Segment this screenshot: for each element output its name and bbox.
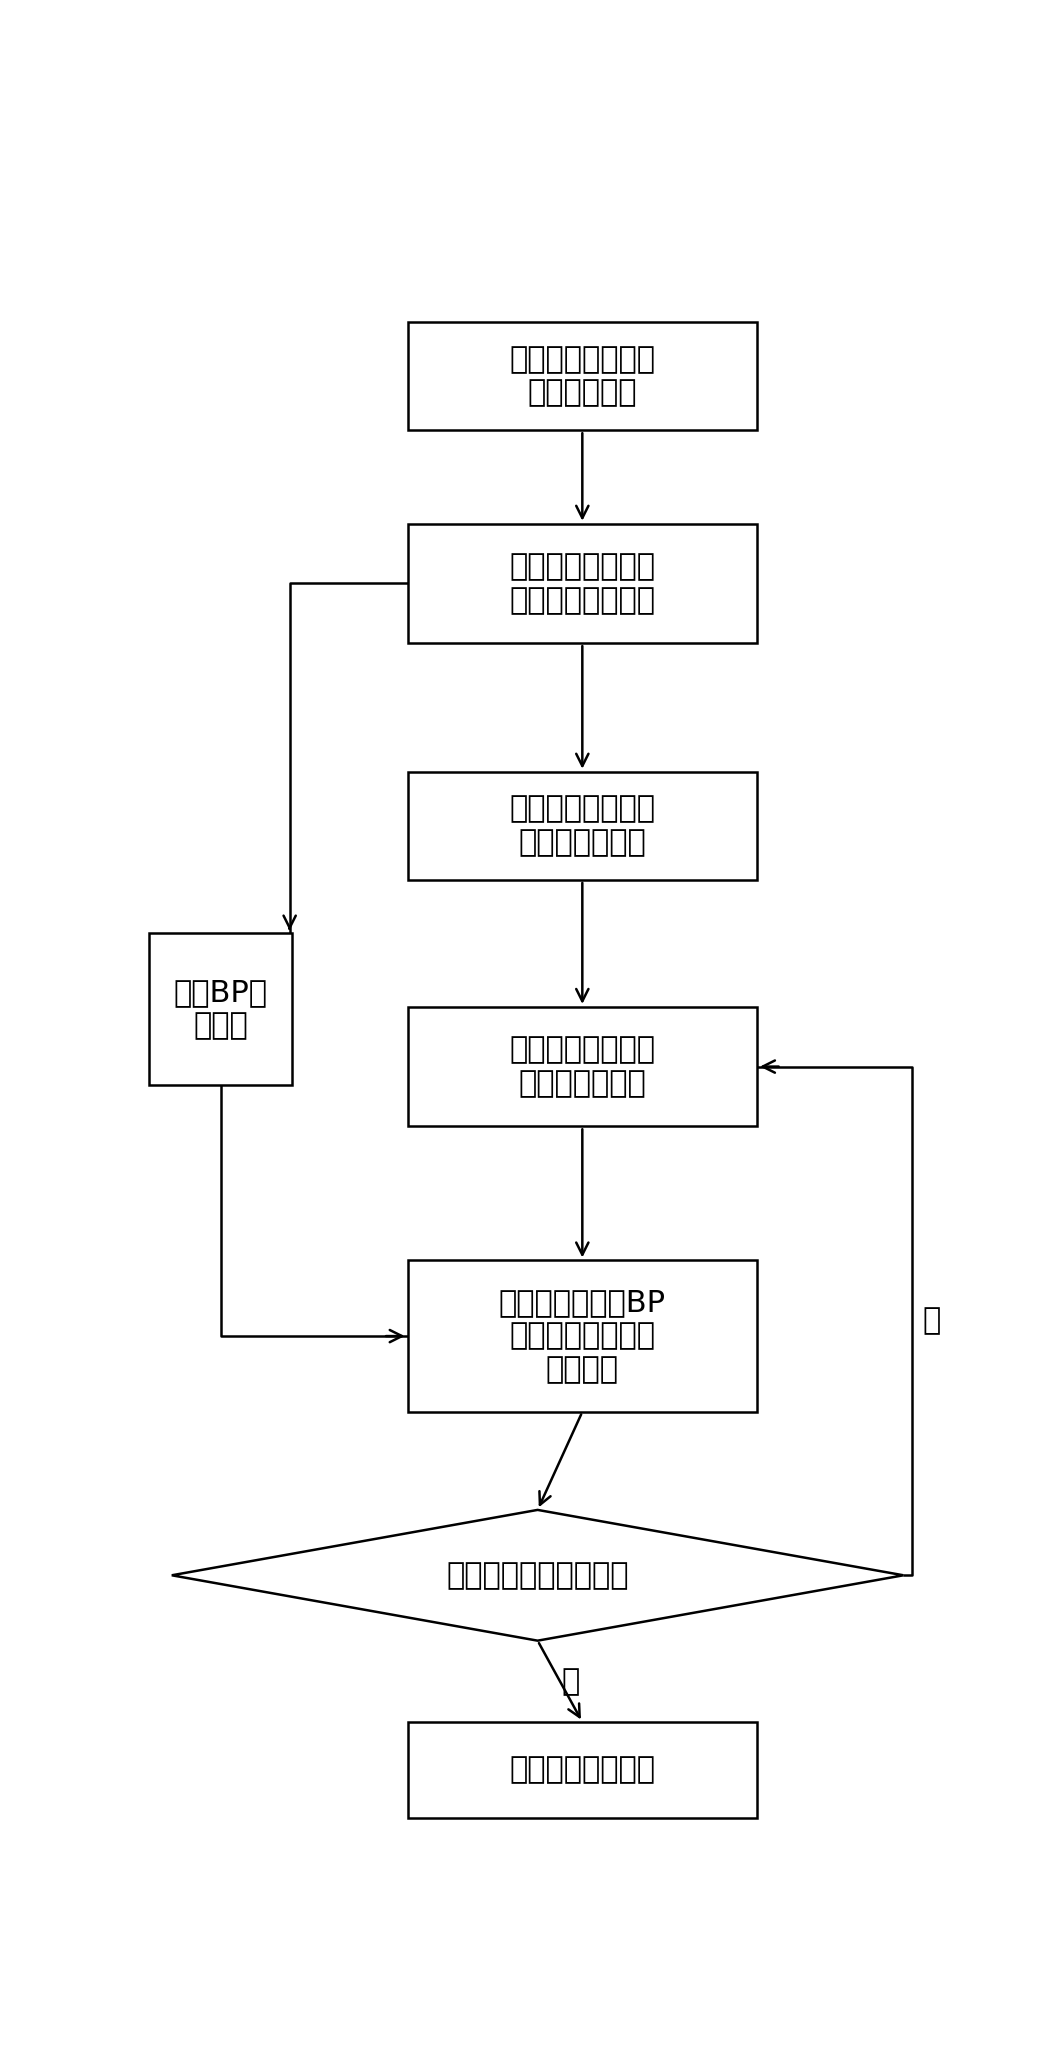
- Bar: [407, 321, 757, 431]
- Text: 新工艺组合输入BP
神经网络得出新的
熔深数据: 新工艺组合输入BP 神经网络得出新的 熔深数据: [499, 1288, 666, 1383]
- Text: 增减小步长获得新
的工艺参数组合: 增减小步长获得新 的工艺参数组合: [510, 1036, 656, 1098]
- Bar: [407, 1261, 757, 1412]
- Text: 是: 是: [923, 1307, 941, 1336]
- Bar: [407, 772, 757, 880]
- Text: 否: 否: [561, 1667, 579, 1696]
- Text: 找出目标熔深附近
的工艺参数组合: 找出目标熔深附近 的工艺参数组合: [510, 795, 656, 857]
- Text: 模拟获得不同工艺
参数组合下的熔深: 模拟获得不同工艺 参数组合下的熔深: [510, 553, 656, 615]
- Polygon shape: [172, 1510, 903, 1640]
- Bar: [149, 934, 292, 1085]
- Text: 熔深数据更逼近目标值: 熔深数据更逼近目标值: [447, 1562, 628, 1591]
- Bar: [407, 1007, 757, 1127]
- Text: 训练BP神
经网络: 训练BP神 经网络: [173, 978, 267, 1040]
- Text: 选定工艺参数范围
设计正交实验: 选定工艺参数范围 设计正交实验: [510, 344, 656, 408]
- Bar: [407, 1721, 757, 1818]
- Text: 获得最优工艺参数: 获得最优工艺参数: [510, 1756, 656, 1785]
- Bar: [407, 524, 757, 644]
